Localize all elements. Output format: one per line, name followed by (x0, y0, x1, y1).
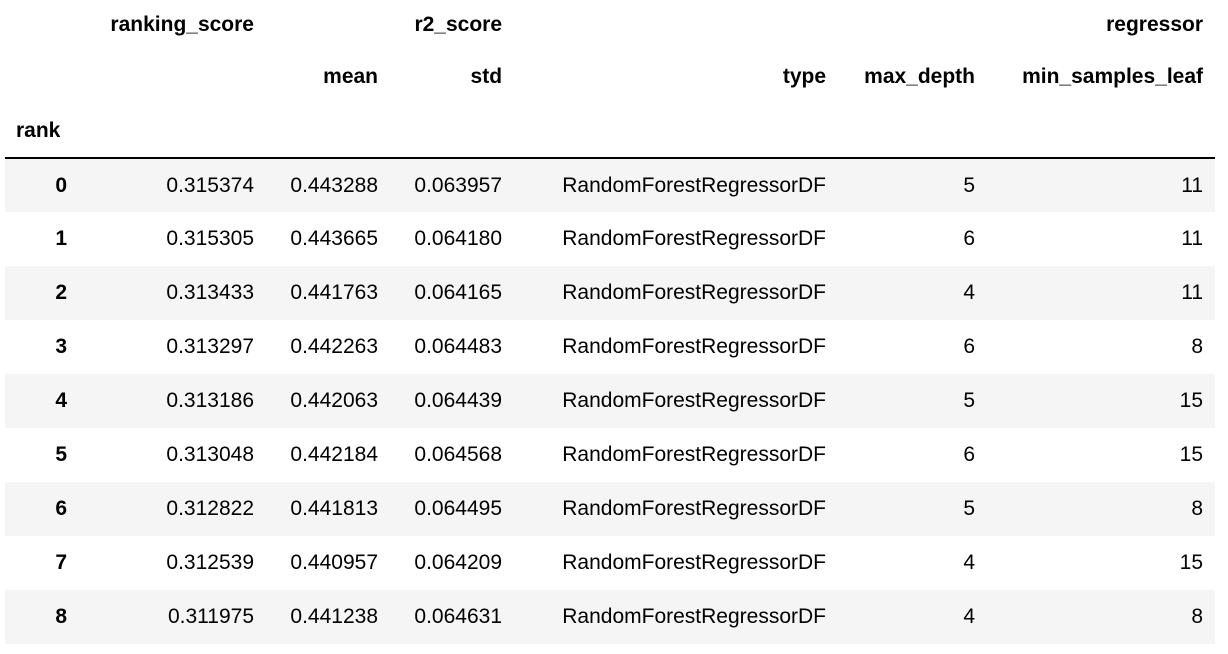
table-cell: 4 (963, 281, 976, 304)
dataframe-table: ranking_score r2_score regressor mean std typ… (5, 0, 1216, 644)
table-row: 3 0.313297 0.442263 0.064483 RandomForestReg… (5, 320, 1215, 374)
table-row: 8 0.311975 0.441238 0.064631 RandomForestReg… (5, 590, 1216, 644)
table-row: 0 0.315374 0.443288 0.063957 RandomForestReg… (5, 158, 1216, 212)
row-index: 7 (55, 551, 67, 574)
table-cell: 0.064439 (414, 389, 503, 412)
table-row: 6 0.312822 0.441813 0.064495 RandomForestReg… (5, 482, 1216, 536)
header-row: mean std type max_depth min_samples_leaf (5, 50, 1215, 104)
table-cell: RandomForestRegressorDF (562, 281, 827, 304)
table-cell: 0.443665 (290, 227, 378, 250)
table-cell: 0.064165 (414, 281, 503, 304)
table-cell: 0.064568 (414, 443, 503, 466)
table-cell: RandomForestRegressorDF (562, 551, 827, 574)
header-cell: mean (323, 65, 378, 88)
table-cell: 0.313297 (166, 335, 254, 358)
header-cell: min_samples_leaf (1022, 65, 1204, 88)
table-cell: RandomForestRegressorDF (562, 605, 827, 628)
table-cell: 4 (963, 605, 976, 628)
row-index: 6 (55, 497, 67, 520)
header-cell (266, 104, 390, 159)
table-cell: RandomForestRegressorDF (562, 443, 827, 466)
table-cell: 0.064209 (414, 551, 503, 574)
header-cell: std (470, 65, 503, 88)
table-cell: 0.064631 (414, 605, 503, 628)
table-cell: 0.312539 (166, 551, 254, 574)
header-cell (5, 0, 80, 50)
table-cell: RandomForestRegressorDF (562, 227, 827, 250)
table-cell: 6 (963, 227, 976, 250)
table-cell: 4 (963, 551, 976, 574)
table-cell: 0.313048 (166, 443, 254, 466)
table-cell: 0.315374 (166, 173, 254, 197)
table-row: 4 0.313186 0.442063 0.064439 RandomForestReg… (5, 374, 1216, 428)
table-cell: 0.064180 (414, 227, 503, 250)
row-index: 5 (55, 443, 67, 466)
table-cell: RandomForestRegressorDF (562, 335, 827, 358)
header-cell (5, 50, 80, 104)
row-index: 8 (55, 605, 67, 628)
header-row: ranking_score r2_score regressor (5, 0, 1215, 50)
row-index: 4 (55, 389, 67, 412)
table-cell: 6 (963, 335, 976, 358)
table-cell: 0.312822 (166, 497, 254, 520)
header-cell (390, 104, 515, 159)
header-cell: r2_score (414, 13, 503, 36)
header-cell: regressor (1106, 13, 1204, 36)
header-cell (838, 104, 988, 159)
table-cell: 8 (1191, 497, 1204, 520)
row-index: 1 (55, 227, 67, 250)
header-cell (514, 104, 839, 159)
table-cell: 0.313186 (166, 389, 254, 412)
table-row: 1 0.315305 0.443665 0.064180 RandomForestReg… (5, 212, 1215, 266)
table-cell: 11 (1181, 227, 1204, 250)
table-cell: 0.315305 (166, 227, 254, 250)
table-cell: 6 (963, 443, 976, 466)
table-cell: 15 (1179, 389, 1204, 412)
table-cell: RandomForestRegressorDF (562, 173, 827, 197)
table-cell: 0.442263 (290, 335, 378, 358)
table-cell: 0.440957 (290, 551, 378, 574)
table-cell: 0.442184 (290, 443, 378, 466)
table-cell: 0.441813 (290, 497, 378, 520)
row-index: 0 (55, 173, 67, 197)
table-body: 0 0.315374 0.443288 0.063957 RandomForestReg… (5, 158, 1216, 644)
table-row: 7 0.312539 0.440957 0.064209 RandomForestReg… (5, 536, 1215, 590)
table-cell: 8 (1191, 335, 1204, 358)
table-cell: 0.313433 (166, 281, 254, 304)
header-cell (987, 104, 1216, 159)
table-cell: 0.441238 (290, 605, 378, 628)
table-row: 5 0.313048 0.442184 0.064568 RandomForestReg… (5, 428, 1215, 482)
row-index: 2 (55, 281, 67, 304)
table-cell: 5 (963, 389, 976, 412)
table-cell: 15 (1179, 443, 1204, 466)
table-cell: RandomForestRegressorDF (562, 389, 827, 412)
header-cell: ranking_score (110, 13, 254, 36)
header-cell: max_depth (864, 65, 976, 88)
header-cell (80, 50, 266, 104)
table-cell: 0.443288 (290, 173, 378, 197)
table-cell: 8 (1191, 605, 1204, 628)
table-cell: 15 (1179, 551, 1204, 574)
table-cell: 0.064495 (414, 497, 503, 520)
table-cell: RandomForestRegressorDF (562, 497, 827, 520)
header-row: rank (5, 104, 1216, 159)
table-cell: 5 (963, 497, 976, 520)
table-cell: 11 (1181, 281, 1204, 304)
table-cell: 0.441763 (290, 281, 378, 304)
table-cell: 5 (963, 173, 976, 197)
table-header: ranking_score r2_score regressor mean std typ… (5, 0, 1216, 159)
table-row: 2 0.313433 0.441763 0.064165 RandomForestReg… (5, 266, 1216, 320)
header-cell: type (782, 65, 827, 88)
table-cell: 11 (1181, 173, 1204, 197)
table-cell: 0.311975 (167, 605, 254, 628)
row-index: 3 (55, 335, 67, 358)
header-cell (80, 104, 266, 159)
table-cell: 0.442063 (290, 389, 378, 412)
table-cell: 0.063957 (414, 173, 503, 197)
index-name: rank (5, 104, 80, 159)
table-cell: 0.064483 (414, 335, 503, 358)
